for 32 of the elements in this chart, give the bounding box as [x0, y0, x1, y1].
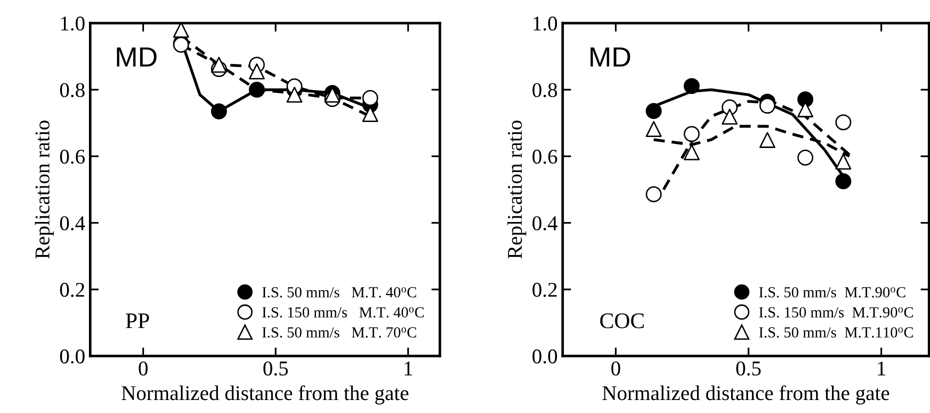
- annotation: COC: [600, 313, 644, 328]
- annotation: PP: [126, 314, 150, 328]
- y-tick-label: 0.4: [532, 216, 558, 230]
- legend-label: I.S. 50 mm/s M.T.110$^{o}$C: [759, 327, 913, 338]
- legend-label: I.S. 150 mm/s M.T. 40$^{o}$C: [262, 307, 424, 318]
- y-tick-label: 1.0: [534, 16, 557, 31]
- x-tick-label: 0: [611, 361, 620, 376]
- legend-label: I.S. 150 mm/s M.T.90$^{o}$C: [759, 307, 913, 318]
- y-tick-label: 0.2: [532, 282, 557, 297]
- annotation: MD: [116, 47, 157, 67]
- y-tick-label: 1.0: [61, 16, 85, 31]
- y-tick-label: 0.2: [60, 282, 84, 297]
- annotation: MD: [590, 47, 630, 67]
- y-axis-title: Replication ratio: [507, 120, 526, 259]
- y-tick-label: 0.6: [60, 150, 85, 164]
- x-axis-title: Normalized distance from the gate: [122, 385, 408, 404]
- y-tick-label: 0.0: [60, 349, 85, 364]
- y-tick-label: 0.6: [532, 150, 558, 164]
- y-tick-label: 0.0: [532, 349, 557, 364]
- x-tick-label: 1: [878, 362, 886, 376]
- x-tick-label: 0.5: [263, 361, 288, 376]
- x-tick-label: 1: [404, 362, 412, 376]
- y-axis-title: Replication ratio: [34, 120, 54, 259]
- y-tick-label: 0.4: [60, 216, 86, 230]
- y-tick-label: 0.8: [60, 83, 85, 98]
- y-tick-label: 0.8: [532, 83, 557, 98]
- legend-label: I.S. 50 mm/s M.T. 40$^{o}$C: [262, 287, 416, 298]
- legend-label: I.S. 50 mm/s M.T.90$^{o}$C: [759, 287, 906, 298]
- x-tick-label: 0.5: [736, 361, 761, 376]
- legend-label: I.S. 50 mm/s M.T. 70$^{o}$C: [262, 327, 416, 338]
- x-tick-label: 0: [138, 361, 148, 376]
- x-axis-title: Normalized distance from the gate: [602, 385, 890, 404]
